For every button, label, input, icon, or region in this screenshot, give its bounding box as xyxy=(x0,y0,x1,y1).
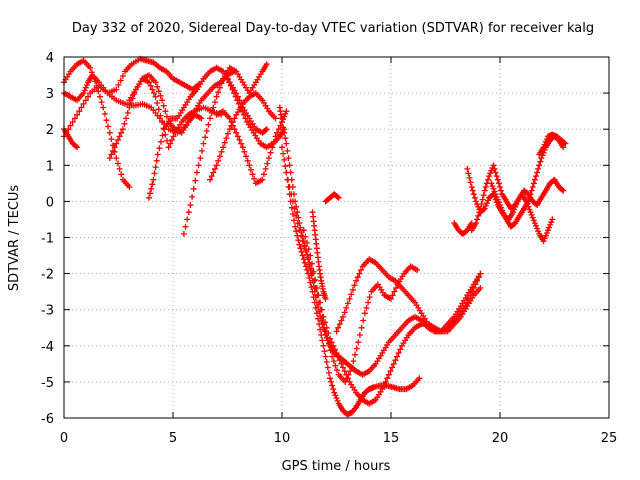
series-sat-p xyxy=(309,209,329,302)
series-sat-u xyxy=(488,180,556,245)
series-sat-k xyxy=(224,75,288,151)
data-series xyxy=(61,55,569,418)
x-tick-label: 5 xyxy=(169,431,177,446)
y-tick-label: -4 xyxy=(41,340,54,355)
series-sat-q xyxy=(322,191,342,205)
y-tick-label: 2 xyxy=(46,123,54,138)
y-tick-label: 4 xyxy=(46,51,54,66)
series-sat-v xyxy=(536,131,569,158)
tick-labels: 0 5 10 15 20 25 -6 -5 -4 -3 -2 -1 0 1 2 3 4 xyxy=(41,51,617,446)
x-tick-label: 10 xyxy=(274,431,291,446)
x-tick-label: 15 xyxy=(383,431,400,446)
series-sat-r xyxy=(333,256,484,335)
x-axis-label: GPS time / hours xyxy=(282,459,391,474)
chart-title: Day 332 of 2020, Sidereal Day-to-day VTE… xyxy=(72,21,594,36)
y-tick-label: -5 xyxy=(41,376,54,391)
series-sat-c xyxy=(61,82,224,140)
y-tick-label: -3 xyxy=(41,304,54,319)
series-sat-m xyxy=(279,144,423,418)
x-tick-label: 25 xyxy=(601,431,618,446)
y-tick-label: 3 xyxy=(46,87,54,102)
plot-frame xyxy=(63,56,610,419)
series-sat-t xyxy=(468,162,567,234)
y-tick-label: 0 xyxy=(46,195,54,210)
series-sat-h xyxy=(180,61,270,237)
y-tick-label: -6 xyxy=(41,412,54,427)
y-tick-label: -1 xyxy=(41,232,54,247)
grid-lines xyxy=(64,57,609,418)
y-tick-label: 1 xyxy=(46,159,54,174)
x-tick-label: 20 xyxy=(492,431,509,446)
x-tick-label: 0 xyxy=(60,431,68,446)
y-axis-label: SDTVAR / TECUs xyxy=(7,185,22,292)
y-tick-label: -2 xyxy=(41,268,54,283)
series-sat-w xyxy=(451,220,475,237)
series-sat-l xyxy=(276,104,484,378)
